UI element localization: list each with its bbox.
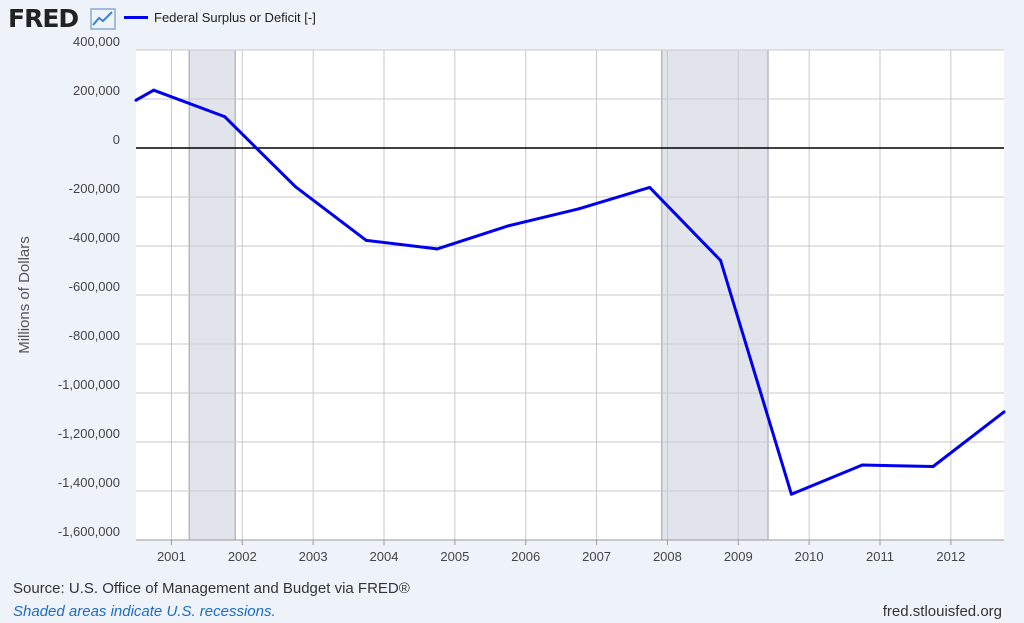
y-tick-label: -1,400,000: [58, 475, 120, 490]
data-point: [931, 465, 935, 468]
data-point: [860, 463, 864, 467]
data-point: [719, 258, 723, 262]
line-chart-icon: [90, 8, 116, 30]
y-tick-label: 0: [113, 132, 120, 147]
x-tick-label: 2012: [936, 549, 965, 564]
fred-logo: FRED: [8, 4, 79, 33]
legend-line-swatch: [124, 16, 148, 19]
data-point: [134, 98, 138, 102]
x-tick-label: 2007: [582, 549, 611, 564]
data-point: [1002, 410, 1006, 414]
data-point: [364, 238, 368, 242]
x-tick-label: 2003: [299, 549, 328, 564]
x-tick-label: 2008: [653, 549, 682, 564]
data-point: [648, 185, 652, 189]
x-tick-label: 2004: [370, 549, 399, 564]
x-tick-label: 2009: [724, 549, 753, 564]
y-tick-label: 200,000: [73, 83, 120, 98]
site-url[interactable]: fred.stlouisfed.org: [882, 603, 1002, 620]
x-tick-label: 2002: [228, 549, 257, 564]
data-point: [293, 185, 297, 189]
x-tick-label: 2001: [157, 549, 186, 564]
legend-label: Federal Surplus or Deficit [-]: [154, 10, 316, 25]
legend[interactable]: Federal Surplus or Deficit [-]: [124, 10, 316, 25]
data-point: [223, 115, 227, 119]
y-tick-label: -600,000: [69, 279, 120, 294]
x-tick-label: 2011: [866, 549, 894, 564]
data-point: [506, 224, 510, 228]
recession-note[interactable]: Shaded areas indicate U.S. recessions.: [13, 603, 276, 620]
y-axis-label: Millions of Dollars: [16, 236, 33, 354]
data-point: [577, 207, 581, 211]
y-tick-label: -800,000: [69, 328, 120, 343]
source-text: Source: U.S. Office of Management and Bu…: [13, 580, 410, 597]
data-point: [789, 492, 793, 496]
y-tick-label: -1,000,000: [58, 377, 120, 392]
y-tick-label: -1,200,000: [58, 426, 120, 441]
y-tick-label: -1,600,000: [58, 524, 120, 539]
y-tick-label: -200,000: [69, 181, 120, 196]
y-tick-label: 400,000: [73, 34, 120, 49]
x-tick-label: 2006: [511, 549, 540, 564]
data-point: [435, 247, 439, 251]
x-tick-label: 2010: [795, 549, 824, 564]
series-line: [135, 88, 1005, 496]
x-tick-label: 2005: [440, 549, 469, 564]
data-point: [152, 88, 156, 92]
y-tick-label: -400,000: [69, 230, 120, 245]
